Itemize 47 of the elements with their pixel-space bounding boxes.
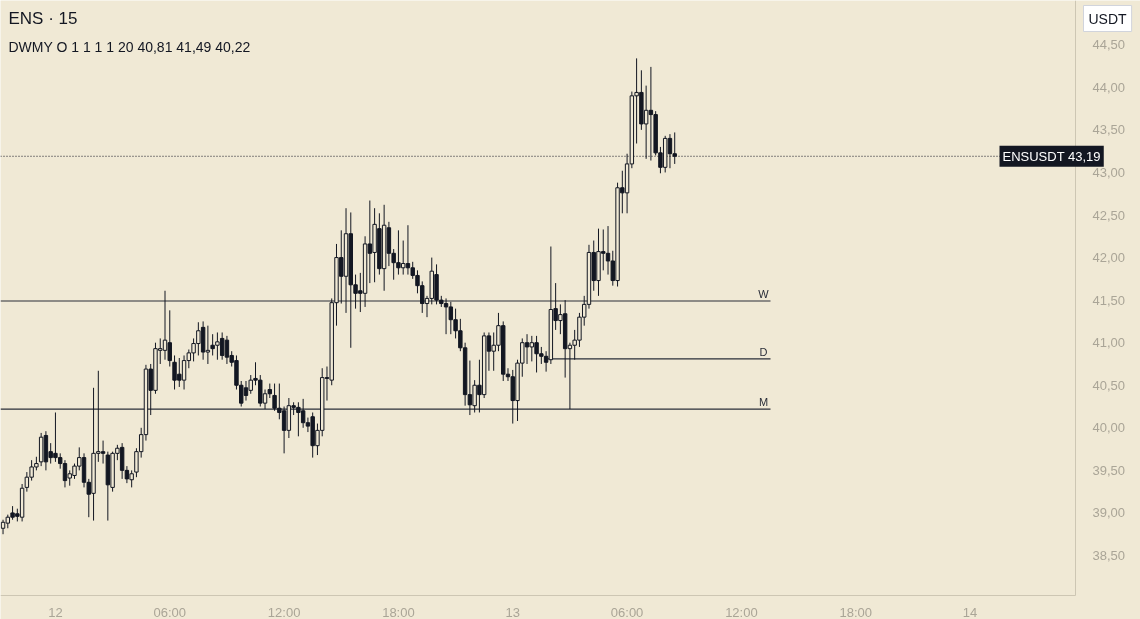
y-tick-label: 39,00 bbox=[1092, 505, 1126, 521]
y-tick-label: 44,50 bbox=[1092, 37, 1126, 53]
x-tick-label: 13 bbox=[505, 604, 520, 619]
y-tick-label: 43,00 bbox=[1092, 164, 1126, 180]
ref-line-label: ENSUSDT 43,19 bbox=[1002, 148, 1101, 164]
x-tick-label: 12:00 bbox=[267, 604, 301, 619]
y-tick-label: 42,00 bbox=[1092, 250, 1126, 266]
y-tick-label: 40,00 bbox=[1092, 420, 1126, 436]
x-tick-label: 06:00 bbox=[610, 604, 644, 619]
text: ENS · 15 bbox=[8, 9, 78, 28]
candlestick bbox=[667, 133, 673, 169]
x-tick-label: 12:00 bbox=[725, 604, 758, 619]
y-tick-label: 42,50 bbox=[1092, 207, 1126, 223]
x-tick-label: 06:00 bbox=[153, 604, 187, 619]
text: DWMY O 1 1 1 1 20 40,81 41,49 40,22 bbox=[8, 38, 251, 55]
y-tick-label: 41,00 bbox=[1092, 335, 1126, 351]
candlestick bbox=[672, 131, 677, 165]
candlestick bbox=[524, 333, 530, 365]
candlestick bbox=[300, 398, 306, 429]
candlestick bbox=[181, 354, 187, 391]
candlestick bbox=[205, 325, 211, 365]
candlestick bbox=[400, 240, 406, 276]
y-tick-label: 40,50 bbox=[1092, 377, 1126, 393]
y-axis-title: USDT bbox=[1088, 10, 1128, 27]
candlestick bbox=[281, 406, 287, 454]
candlestick bbox=[119, 442, 125, 480]
candlestick bbox=[529, 335, 535, 362]
y-tick-label: 44,00 bbox=[1092, 79, 1126, 95]
candlestick bbox=[243, 380, 249, 402]
candlestick bbox=[405, 224, 411, 276]
y-tick-label: 39,50 bbox=[1092, 462, 1126, 478]
candlestick bbox=[443, 297, 449, 335]
y-tick-label: 41,50 bbox=[1092, 292, 1126, 308]
x-tick-label: 14 bbox=[962, 604, 978, 619]
ref-line-label: W bbox=[758, 287, 770, 300]
candlestick bbox=[162, 290, 168, 361]
x-tick-label: 18:00 bbox=[382, 604, 415, 619]
candlestick bbox=[224, 335, 230, 365]
y-tick-label: 38,50 bbox=[1092, 547, 1126, 563]
ref-line-label: D bbox=[759, 345, 768, 358]
x-tick-label: 12 bbox=[48, 604, 63, 619]
ref-line-label: M bbox=[758, 396, 769, 409]
candlestick bbox=[219, 331, 225, 361]
candlestick bbox=[448, 301, 454, 335]
candlestick bbox=[62, 459, 68, 488]
y-tick-label: 43,50 bbox=[1092, 122, 1126, 138]
x-tick-label: 18:00 bbox=[839, 604, 873, 619]
